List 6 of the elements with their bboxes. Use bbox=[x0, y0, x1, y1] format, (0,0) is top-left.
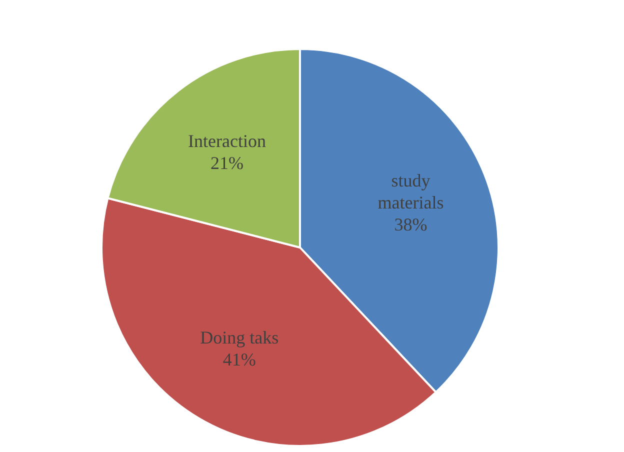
slice-label: Interaction bbox=[188, 131, 266, 152]
data-label: 41% bbox=[222, 350, 256, 370]
slice-label: study materials bbox=[378, 170, 444, 212]
data-label: 21% bbox=[210, 153, 244, 174]
slice-label: Doing taks bbox=[200, 328, 279, 348]
data-label: 38% bbox=[394, 214, 428, 234]
